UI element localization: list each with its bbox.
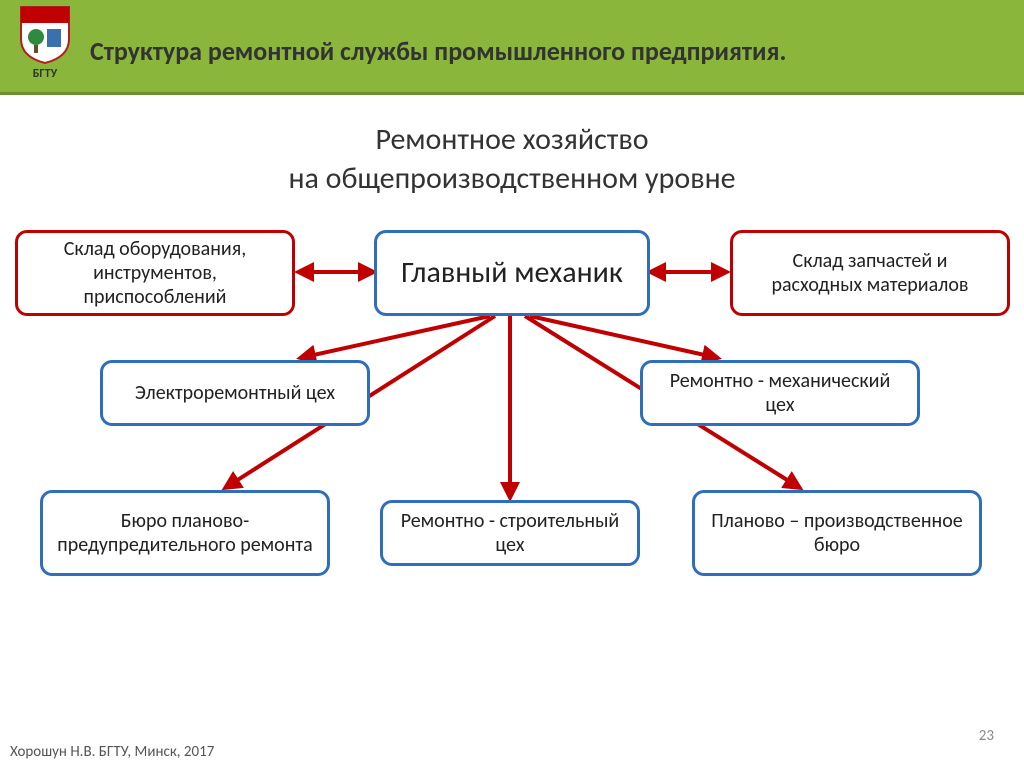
org-chart: Главный механик Склад оборудования, инстр…: [0, 230, 1024, 680]
node-build: Ремонтно - строительный цех: [380, 500, 640, 566]
node-plan: Планово – производственное бюро: [692, 490, 982, 576]
page-title: Структура ремонтной службы промышленного…: [90, 25, 786, 67]
node-ppr: Бюро планово-предупредительного ремонта: [40, 490, 330, 576]
edge-main-elec: [300, 316, 490, 358]
page-number: 23: [979, 727, 994, 745]
logo-label: БГТУ: [15, 67, 75, 81]
footer-text: Хорошун Н.В. БГТУ, Минск, 2017: [10, 743, 214, 761]
logo: БГТУ: [15, 5, 75, 81]
edge-main-mech: [530, 316, 718, 358]
node-mech: Ремонтно - механический цех: [640, 360, 920, 426]
shield-icon: [19, 5, 71, 65]
node-elec: Электроремонтный цех: [100, 360, 370, 426]
node-main: Главный механик: [374, 230, 650, 316]
subtitle: Ремонтное хозяйство на общепроизводствен…: [0, 120, 1024, 198]
header-bar: БГТУ Структура ремонтной службы промышле…: [0, 0, 1024, 95]
node-store_eq: Склад оборудования, инструментов, приспо…: [15, 230, 295, 316]
node-store_sp: Склад запчастей и расходных материалов: [730, 230, 1010, 316]
subtitle-line1: Ремонтное хозяйство: [375, 121, 648, 158]
subtitle-line2: на общепроизводственном уровне: [288, 160, 735, 197]
